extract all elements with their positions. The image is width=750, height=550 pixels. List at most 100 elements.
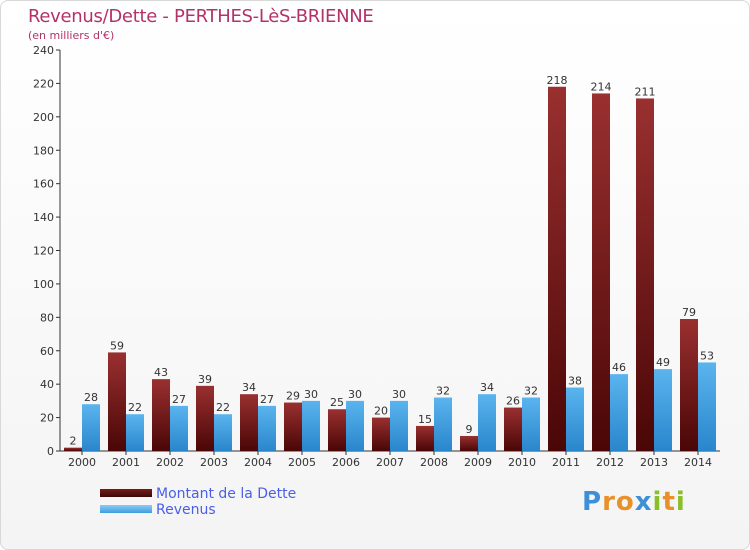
bar-revenus (346, 400, 364, 451)
bar-revenus (434, 397, 452, 451)
x-tick-label: 2001 (112, 456, 140, 469)
y-tick-label: 40 (40, 378, 54, 391)
legend-swatch-revenus (100, 505, 152, 513)
data-label: 214 (591, 80, 612, 93)
data-label: 32 (524, 385, 538, 398)
data-label: 43 (154, 366, 168, 379)
bar-dette (460, 435, 478, 451)
x-tick-label: 2008 (420, 456, 448, 469)
bar-revenus (170, 405, 188, 451)
data-label: 53 (700, 349, 714, 362)
x-tick-label: 2009 (464, 456, 492, 469)
bar-dette (64, 447, 82, 451)
bar-dette (680, 319, 698, 451)
bar-dette (504, 407, 522, 451)
bar-dette (328, 409, 346, 451)
x-tick-label: 2003 (200, 456, 228, 469)
bar-dette (240, 394, 258, 451)
data-label: 32 (436, 385, 450, 398)
data-label: 49 (656, 356, 670, 369)
x-tick-label: 2011 (552, 456, 580, 469)
data-label: 30 (304, 388, 318, 401)
data-label: 27 (260, 393, 274, 406)
y-tick-label: 60 (40, 345, 54, 358)
bar-revenus (214, 414, 232, 451)
data-label: 59 (110, 339, 124, 352)
data-label: 15 (418, 413, 432, 426)
proxiti-logo: Proxiti (582, 487, 686, 517)
data-label: 26 (506, 395, 520, 408)
legend-swatch-dette (100, 489, 152, 497)
logo-letter: P (582, 487, 603, 517)
bar-revenus (82, 404, 100, 451)
bar-revenus (126, 414, 144, 451)
data-label: 218 (547, 74, 568, 87)
data-label: 27 (172, 393, 186, 406)
bar-dette (284, 402, 302, 451)
data-label: 20 (374, 405, 388, 418)
data-label: 211 (635, 85, 656, 98)
logo-letter: t (662, 487, 676, 517)
data-label: 2 (70, 435, 77, 448)
bar-revenus (390, 400, 408, 451)
x-tick-label: 2002 (156, 456, 184, 469)
x-tick-label: 2014 (684, 456, 712, 469)
bar-dette (152, 379, 170, 451)
data-label: 38 (568, 375, 582, 388)
legend-label-dette: Montant de la Dette (156, 486, 297, 502)
x-tick-label: 2005 (288, 456, 316, 469)
x-tick-label: 2012 (596, 456, 624, 469)
y-tick-label: 220 (33, 77, 54, 90)
bar-dette (416, 425, 434, 451)
y-tick-label: 180 (33, 144, 54, 157)
data-label: 9 (466, 423, 473, 436)
bar-revenus (698, 362, 716, 451)
bar-revenus (258, 405, 276, 451)
bar-dette (372, 417, 390, 451)
logo-letter: i (652, 487, 663, 517)
bar-dette (592, 93, 610, 452)
data-label: 30 (348, 388, 362, 401)
data-label: 34 (480, 381, 494, 394)
data-label: 46 (612, 361, 626, 374)
y-tick-label: 20 (40, 412, 54, 425)
y-tick-label: 0 (47, 445, 54, 458)
data-label: 25 (330, 396, 344, 409)
logo-letter: r (602, 487, 616, 517)
data-label: 39 (198, 373, 212, 386)
chart-subtitle: (en milliers d'€) (28, 29, 115, 42)
legend-label-revenus: Revenus (156, 502, 216, 518)
bar-dette (108, 352, 126, 451)
y-tick-label: 160 (33, 178, 54, 191)
bar-dette (636, 98, 654, 452)
y-tick-label: 200 (33, 111, 54, 124)
data-label: 79 (682, 306, 696, 319)
data-label: 34 (242, 381, 256, 394)
bar-revenus (478, 394, 496, 451)
bar-revenus (566, 387, 584, 451)
bar-revenus (610, 374, 628, 451)
y-tick-label: 120 (33, 245, 54, 258)
y-tick-label: 140 (33, 211, 54, 224)
x-tick-label: 2010 (508, 456, 536, 469)
logo-letter: x (634, 487, 653, 517)
data-label: 30 (392, 388, 406, 401)
bar-revenus (302, 400, 320, 451)
y-tick-label: 100 (33, 278, 54, 291)
x-tick-label: 2006 (332, 456, 360, 469)
data-label: 28 (84, 391, 98, 404)
bar-dette (548, 86, 566, 451)
x-tick-label: 2007 (376, 456, 404, 469)
data-label: 22 (128, 401, 142, 414)
bar-dette (196, 385, 214, 451)
data-label: 29 (286, 390, 300, 403)
x-tick-label: 2000 (68, 456, 96, 469)
chart-title: Revenus/Dette - PERTHES-LèS-BRIENNE (28, 6, 374, 27)
bar-revenus (522, 397, 540, 451)
logo-letter: o (615, 487, 635, 517)
x-tick-label: 2004 (244, 456, 272, 469)
logo-letter: i (675, 487, 686, 517)
y-tick-label: 240 (33, 44, 54, 57)
